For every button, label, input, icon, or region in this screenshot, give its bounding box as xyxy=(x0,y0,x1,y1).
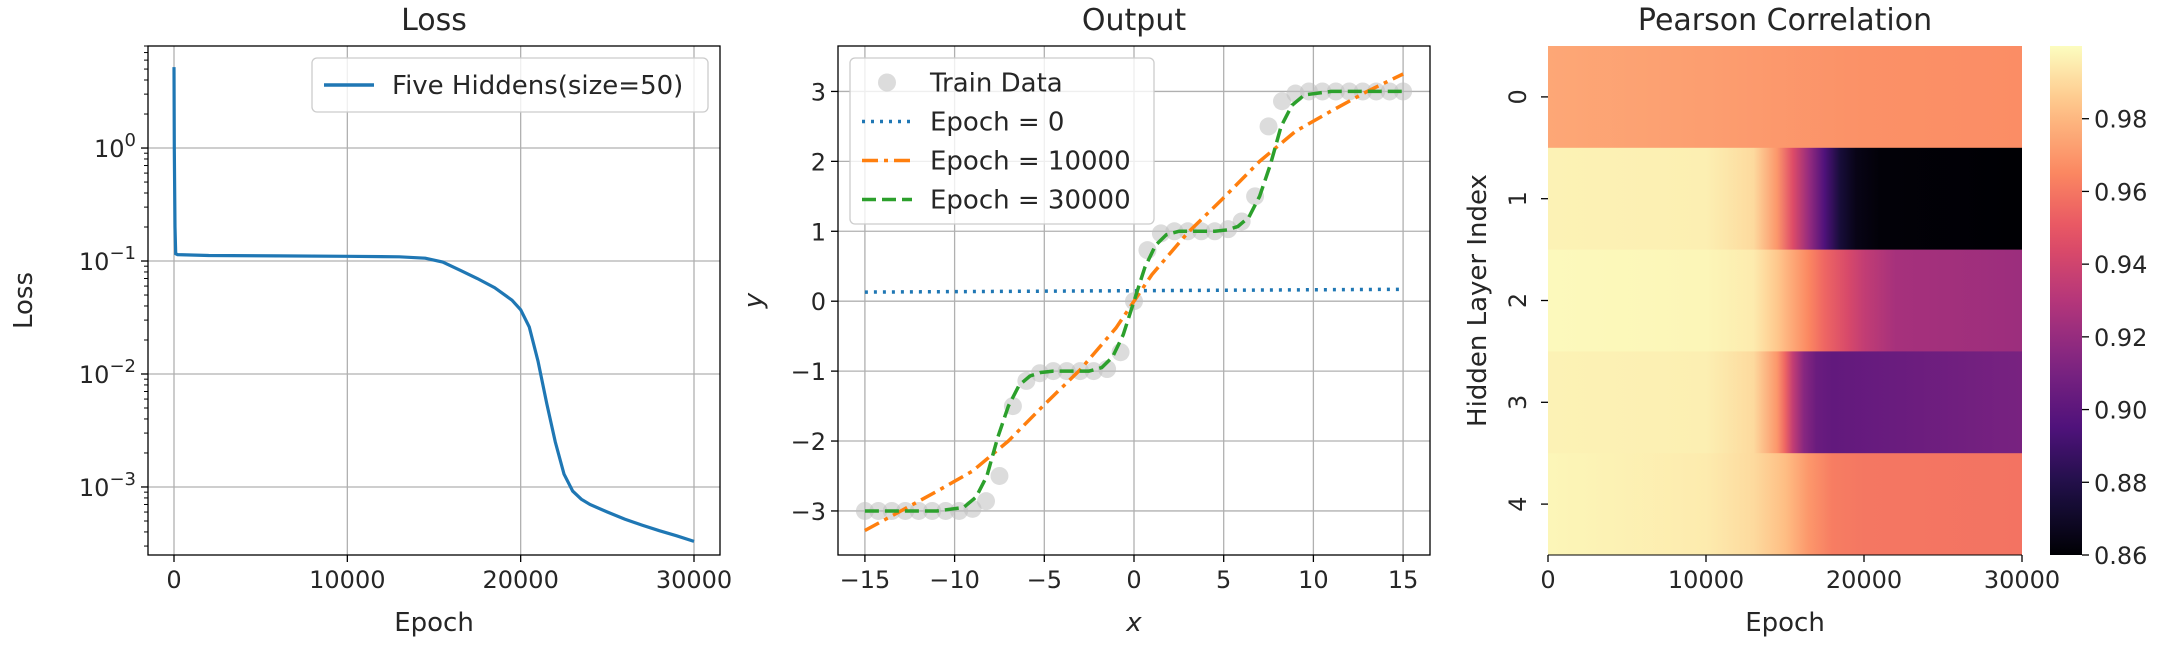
heatmap-row-1 xyxy=(1548,147,2022,251)
y-tick-label: 0 xyxy=(1504,89,1532,104)
train-data-point xyxy=(1299,82,1318,101)
train-data-point xyxy=(1219,220,1238,239)
train-data-point xyxy=(1273,92,1291,111)
train-data-point xyxy=(977,492,995,511)
x-tick-label: 15 xyxy=(1388,566,1419,594)
x-tick-label: 10000 xyxy=(309,566,385,594)
y-tick-label: 3 xyxy=(1504,395,1532,410)
legend-marker xyxy=(878,73,896,92)
x-axis-label: Epoch xyxy=(1745,608,1825,638)
x-tick-label: 0 xyxy=(166,566,181,594)
train-data-point xyxy=(990,466,1009,485)
heatmap-row-4 xyxy=(1548,453,2022,556)
y-tick-label: −2 xyxy=(791,428,826,456)
x-tick-label: 0 xyxy=(1540,566,1555,594)
x-tick-label: −10 xyxy=(929,566,980,594)
heatmap-row-0 xyxy=(1548,46,2022,149)
chart-title: Pearson Correlation xyxy=(1638,3,1932,38)
x-tick-label: 5 xyxy=(1216,566,1231,594)
train-data-point xyxy=(1259,117,1278,136)
y-tick-label: 100 xyxy=(94,130,136,163)
y-tick-label: 2 xyxy=(811,148,826,176)
x-tick-label: 0 xyxy=(1126,566,1141,594)
loss-series-line xyxy=(172,67,695,543)
x-tick-label: −5 xyxy=(1027,566,1062,594)
axes-frame xyxy=(147,45,721,556)
y-tick-label: 4 xyxy=(1504,496,1532,511)
y-tick-label: 2 xyxy=(1504,293,1532,308)
y-tick-label: 0 xyxy=(811,288,826,316)
legend-box xyxy=(849,57,1155,225)
legend-box xyxy=(311,57,709,113)
legend-label: Epoch = 0 xyxy=(930,108,1064,138)
x-tick-label: 10 xyxy=(1298,566,1329,594)
colorbar-tick-label: 0.88 xyxy=(2094,469,2147,497)
colorbar-tick-label: 0.96 xyxy=(2094,178,2147,206)
train-data-point xyxy=(950,501,969,520)
train-data-point xyxy=(1030,364,1049,383)
x-axis-label: x xyxy=(1125,608,1142,638)
chart-title: Output xyxy=(1082,3,1186,38)
y-tick-label: 1 xyxy=(1504,191,1532,206)
x-axis-label: Epoch xyxy=(394,608,474,638)
y-tick-label: 10−1 xyxy=(79,243,136,276)
colorbar-tick-label: 0.92 xyxy=(2094,324,2147,352)
chart-title: Loss xyxy=(401,3,467,38)
colorbar-tick-label: 0.86 xyxy=(2094,542,2147,570)
y-axis-label: Hidden Layer Index xyxy=(1463,174,1493,427)
x-tick-label: 20000 xyxy=(482,566,558,594)
colorbar xyxy=(2050,46,2082,555)
train-data-point xyxy=(1313,82,1332,101)
heatmap-row-2 xyxy=(1548,249,2022,352)
colorbar-tick-label: 0.90 xyxy=(2094,397,2147,425)
y-tick-label: −3 xyxy=(791,498,826,526)
legend-label: Epoch = 10000 xyxy=(930,147,1131,177)
colorbar-tick-label: 0.98 xyxy=(2094,106,2147,134)
heatmap-row-3 xyxy=(1548,351,2022,454)
y-tick-label: −1 xyxy=(791,358,826,386)
legend-label: Five Hiddens(size=50) xyxy=(392,71,683,101)
axes-frame xyxy=(837,45,1431,556)
x-tick-label: 30000 xyxy=(656,566,732,594)
x-tick-label: 10000 xyxy=(1668,566,1744,594)
y-axis-label: Loss xyxy=(9,272,39,329)
x-tick-label: 30000 xyxy=(1984,566,2060,594)
x-tick-label: −15 xyxy=(840,566,891,594)
train-data-point xyxy=(1394,82,1413,101)
colorbar-tick-label: 0.94 xyxy=(2094,251,2147,279)
pearson-heatmap: 0 1 2 3 4 0 10000 20000 30000 Pearson Correlation… xyxy=(1463,3,2147,638)
legend-label: Train Data xyxy=(929,69,1063,99)
epoch-30000-line xyxy=(864,89,1404,513)
legend-label: Epoch = 30000 xyxy=(930,186,1131,216)
y-tick-label: 3 xyxy=(811,78,826,106)
epoch-10000-line xyxy=(864,72,1404,533)
x-tick-label: 20000 xyxy=(1826,566,1902,594)
loss-chart: 0 10000 20000 30000 10−3 10−2 10−1 100 Loss Epoch… xyxy=(9,3,732,638)
y-tick-label: 10−3 xyxy=(79,469,136,502)
y-axis-label: y xyxy=(739,292,769,309)
y-tick-label: 10−2 xyxy=(79,356,136,389)
y-tick-label: 1 xyxy=(811,218,826,246)
